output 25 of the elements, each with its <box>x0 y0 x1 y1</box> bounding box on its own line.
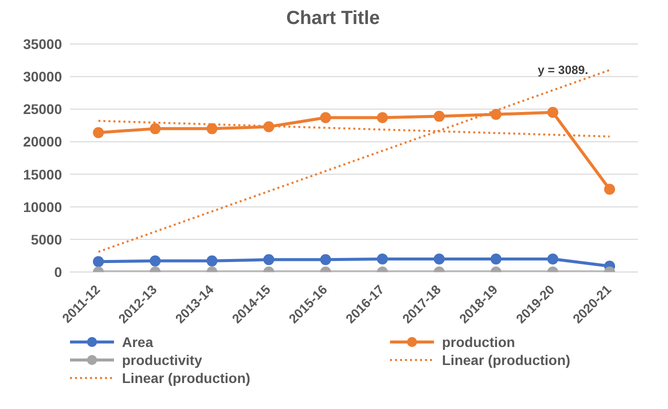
y-tick-label: 10000 <box>23 198 62 215</box>
annotation: y = 3089. <box>538 63 588 77</box>
point <box>434 110 445 122</box>
y-tick-label: 35000 <box>23 36 62 52</box>
y-tick-label: 15000 <box>23 166 62 182</box>
legend-label: Linear (production) <box>442 352 570 368</box>
chart-title: Chart Title <box>285 8 381 31</box>
point <box>206 123 218 134</box>
y-tick-label: 30000 <box>23 68 62 85</box>
legend-label: production <box>442 334 516 350</box>
point <box>490 108 502 120</box>
point <box>320 112 332 124</box>
point <box>604 184 616 195</box>
point <box>376 112 388 124</box>
legend-label: Linear (production) <box>122 370 250 386</box>
point <box>92 127 104 138</box>
point <box>150 123 161 134</box>
legend-label: productivity <box>122 352 202 368</box>
y-tick-label: 5000 <box>30 231 62 248</box>
legend-label: Area <box>122 334 154 350</box>
y-tick-label: 25000 <box>23 101 62 118</box>
point <box>263 121 274 132</box>
y-tick-label: 20000 <box>23 134 62 150</box>
y-tick-label: 0 <box>54 264 62 280</box>
point <box>547 106 558 118</box>
